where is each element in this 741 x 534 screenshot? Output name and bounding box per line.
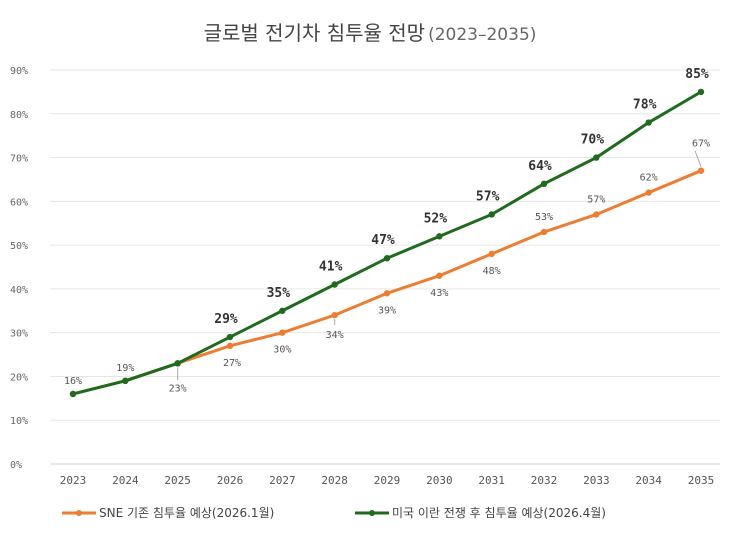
x-tick-label: 2028 bbox=[321, 474, 348, 487]
legend-item: SNE 기존 침투율 예상(2026.1월) bbox=[62, 506, 274, 520]
data-label: 64% bbox=[528, 159, 552, 174]
data-point bbox=[593, 211, 600, 218]
data-label: 57% bbox=[587, 194, 605, 205]
data-point bbox=[593, 154, 600, 161]
y-tick-label: 50% bbox=[10, 241, 28, 252]
data-label: 78% bbox=[633, 98, 657, 113]
x-tick-label: 2029 bbox=[374, 474, 401, 487]
leader-line bbox=[694, 150, 702, 167]
series-line bbox=[72, 169, 702, 396]
y-tick-label: 0% bbox=[10, 460, 22, 471]
data-point bbox=[697, 167, 705, 174]
data-point bbox=[174, 360, 181, 367]
data-label: 57% bbox=[476, 189, 500, 204]
data-point bbox=[226, 342, 234, 349]
data-label: 85% bbox=[685, 67, 709, 82]
data-point bbox=[383, 255, 391, 262]
data-point bbox=[383, 290, 391, 297]
data-label: 52% bbox=[424, 211, 448, 226]
data-point bbox=[226, 333, 234, 341]
data-label: 70% bbox=[581, 133, 605, 148]
x-tick-label: 2026 bbox=[217, 474, 244, 487]
y-tick-label: 80% bbox=[10, 110, 28, 121]
data-point bbox=[645, 189, 652, 196]
data-label: 16% bbox=[64, 376, 82, 387]
data-label: 39% bbox=[378, 305, 396, 316]
legend-label: SNE 기존 침투율 예상(2026.1월) bbox=[99, 506, 274, 520]
data-label: 43% bbox=[430, 288, 448, 299]
data-label: 35% bbox=[267, 286, 291, 301]
data-point bbox=[697, 88, 705, 96]
data-point bbox=[645, 119, 652, 126]
data-point bbox=[331, 311, 338, 319]
data-label: 41% bbox=[319, 260, 343, 275]
data-label: 34% bbox=[326, 330, 344, 341]
data-point bbox=[436, 272, 443, 279]
data-label: 29% bbox=[214, 312, 238, 327]
x-tick-label: 2023 bbox=[60, 474, 87, 487]
y-tick-label: 70% bbox=[10, 154, 28, 165]
data-point bbox=[122, 377, 129, 385]
x-tick-label: 2033 bbox=[583, 474, 610, 487]
y-tick-label: 40% bbox=[10, 285, 28, 296]
x-tick-label: 2027 bbox=[269, 474, 296, 487]
data-point bbox=[279, 307, 286, 314]
data-label: 23% bbox=[169, 383, 187, 394]
y-tick-label: 90% bbox=[10, 66, 28, 77]
data-label: 19% bbox=[116, 363, 134, 374]
data-label: 47% bbox=[371, 233, 395, 248]
data-point bbox=[436, 233, 443, 240]
data-label: 67% bbox=[692, 139, 710, 150]
x-tick-label: 2032 bbox=[531, 474, 558, 487]
data-point bbox=[279, 329, 286, 336]
data-label: 30% bbox=[273, 345, 291, 356]
legend-label: 미국 이란 전쟁 후 침투율 예상(2026.4월) bbox=[392, 506, 606, 520]
y-tick-label: 10% bbox=[10, 416, 28, 427]
y-tick-label: 30% bbox=[10, 329, 28, 340]
data-label: 62% bbox=[640, 173, 658, 184]
x-tick-label: 2025 bbox=[164, 474, 191, 487]
x-tick-label: 2024 bbox=[112, 474, 139, 487]
x-tick-label: 2030 bbox=[426, 474, 453, 487]
data-label: 48% bbox=[483, 266, 501, 277]
x-tick-label: 2031 bbox=[478, 474, 505, 487]
chart-title: 글로벌 전기차 침투율 전망 (2023–2035) bbox=[204, 21, 537, 45]
data-point bbox=[488, 211, 495, 218]
data-point bbox=[540, 228, 548, 236]
x-tick-label: 2035 bbox=[688, 474, 715, 487]
data-point bbox=[488, 250, 495, 258]
data-label: 27% bbox=[223, 358, 241, 369]
data-point bbox=[540, 180, 548, 188]
legend-item: 미국 이란 전쟁 후 침투율 예상(2026.4월) bbox=[355, 506, 606, 520]
data-point bbox=[331, 281, 338, 288]
data-label: 53% bbox=[535, 212, 553, 223]
data-point bbox=[69, 390, 77, 398]
y-tick-label: 60% bbox=[10, 197, 28, 208]
x-tick-label: 2034 bbox=[635, 474, 662, 487]
y-tick-label: 20% bbox=[10, 372, 28, 383]
